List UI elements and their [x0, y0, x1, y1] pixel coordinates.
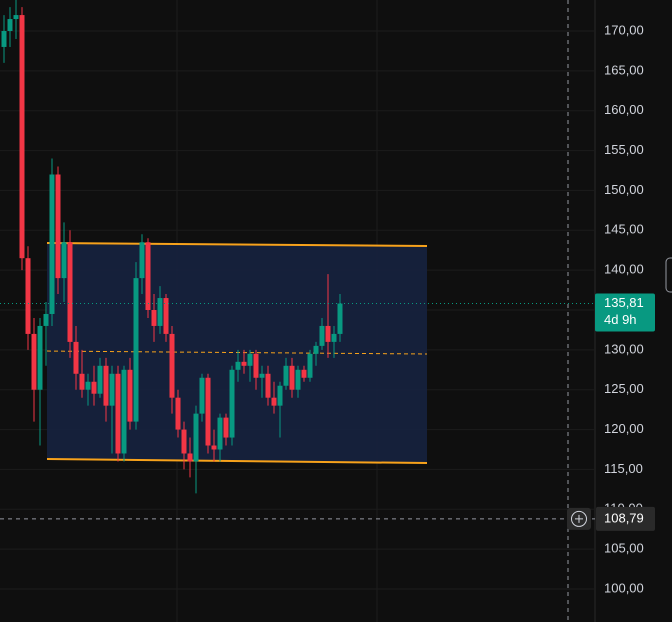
y-tick-label: 150,00 [604, 182, 644, 197]
candle-body [259, 373, 265, 378]
candle-body [103, 365, 109, 406]
candle-body [139, 242, 145, 279]
candle-body [85, 381, 91, 390]
candle-body [313, 345, 319, 354]
y-tick-label: 100,00 [604, 580, 644, 595]
candle-body [115, 373, 121, 454]
candle-body [247, 353, 253, 366]
crosshair-box [596, 506, 655, 531]
candle-body [67, 242, 73, 342]
countdown-label: 4d 9h [604, 312, 637, 327]
y-tick-label: 140,00 [604, 262, 644, 277]
candle-body [79, 373, 85, 390]
candle-body [211, 445, 217, 450]
channel-fill [47, 243, 427, 464]
y-tick-label: 160,00 [604, 102, 644, 117]
candle-body [25, 258, 31, 334]
candle-body [307, 353, 313, 378]
channel-middle [46, 350, 428, 355]
side-button[interactable] [665, 257, 672, 293]
candle-body [97, 365, 103, 394]
candle-body [193, 413, 199, 462]
candle-body [109, 373, 115, 406]
plot [0, 0, 595, 520]
channel-bottom [46, 457, 428, 465]
y-tick-label: 170,00 [604, 22, 644, 37]
candle-body [55, 174, 61, 279]
y-tick-label: 155,00 [604, 142, 644, 157]
candle-body [19, 15, 25, 259]
candle-body [1, 31, 7, 47]
candle-body [205, 377, 211, 446]
candle-body [91, 381, 97, 394]
candle-body [199, 377, 205, 414]
candle-body [37, 325, 43, 390]
y-tick-label: 145,00 [604, 222, 644, 237]
candle-body [61, 242, 67, 279]
candle-body [271, 397, 277, 406]
candle-body [325, 325, 331, 342]
y-tick-label: 120,00 [604, 421, 644, 436]
y-tick-label: 105,00 [604, 541, 644, 556]
candle-body [121, 369, 127, 454]
candle-body [151, 310, 157, 326]
candle-body [235, 361, 241, 370]
candle-body [145, 242, 151, 311]
candle-body [217, 417, 223, 450]
y-tick-label: 130,00 [604, 341, 644, 356]
candle-body [43, 313, 49, 326]
y-tick-label: 165,00 [604, 62, 644, 77]
candle-body [223, 417, 229, 438]
candle-body [253, 353, 259, 378]
candle-body [229, 369, 235, 438]
candle-body [73, 341, 79, 374]
candle-body [157, 298, 163, 326]
candle-body [13, 15, 19, 20]
candle-body [283, 365, 289, 386]
price-axis: 100,00105,00110,00115,00120,00125,00130,… [567, 22, 655, 595]
candle-body [169, 333, 175, 398]
candle-body [319, 325, 325, 346]
candle-body [187, 453, 193, 462]
candle-body [331, 333, 337, 342]
candle-body [49, 174, 55, 314]
crosshair-plus-icon[interactable] [575, 514, 583, 523]
candle-body [337, 303, 343, 334]
candle-body [127, 369, 133, 422]
candle-body [31, 333, 37, 390]
crosshair-label: 108,79 [604, 510, 644, 525]
candle-body [163, 298, 169, 334]
candle-body [295, 369, 301, 390]
candle-body [7, 19, 13, 32]
candle-body [175, 397, 181, 430]
y-tick-label: 115,00 [604, 461, 643, 476]
candle-body [301, 369, 307, 378]
candle-body [181, 429, 187, 454]
candle-body [289, 365, 295, 390]
current-price-box [595, 293, 655, 332]
candle-body [133, 278, 139, 422]
candle-body [241, 361, 247, 366]
channel-top [46, 242, 428, 247]
candle-body [265, 373, 271, 398]
y-tick-label: 125,00 [604, 381, 644, 396]
current-price-label: 135,81 [604, 295, 644, 310]
crosshair-plus[interactable] [571, 510, 587, 527]
candle-body [277, 385, 283, 406]
